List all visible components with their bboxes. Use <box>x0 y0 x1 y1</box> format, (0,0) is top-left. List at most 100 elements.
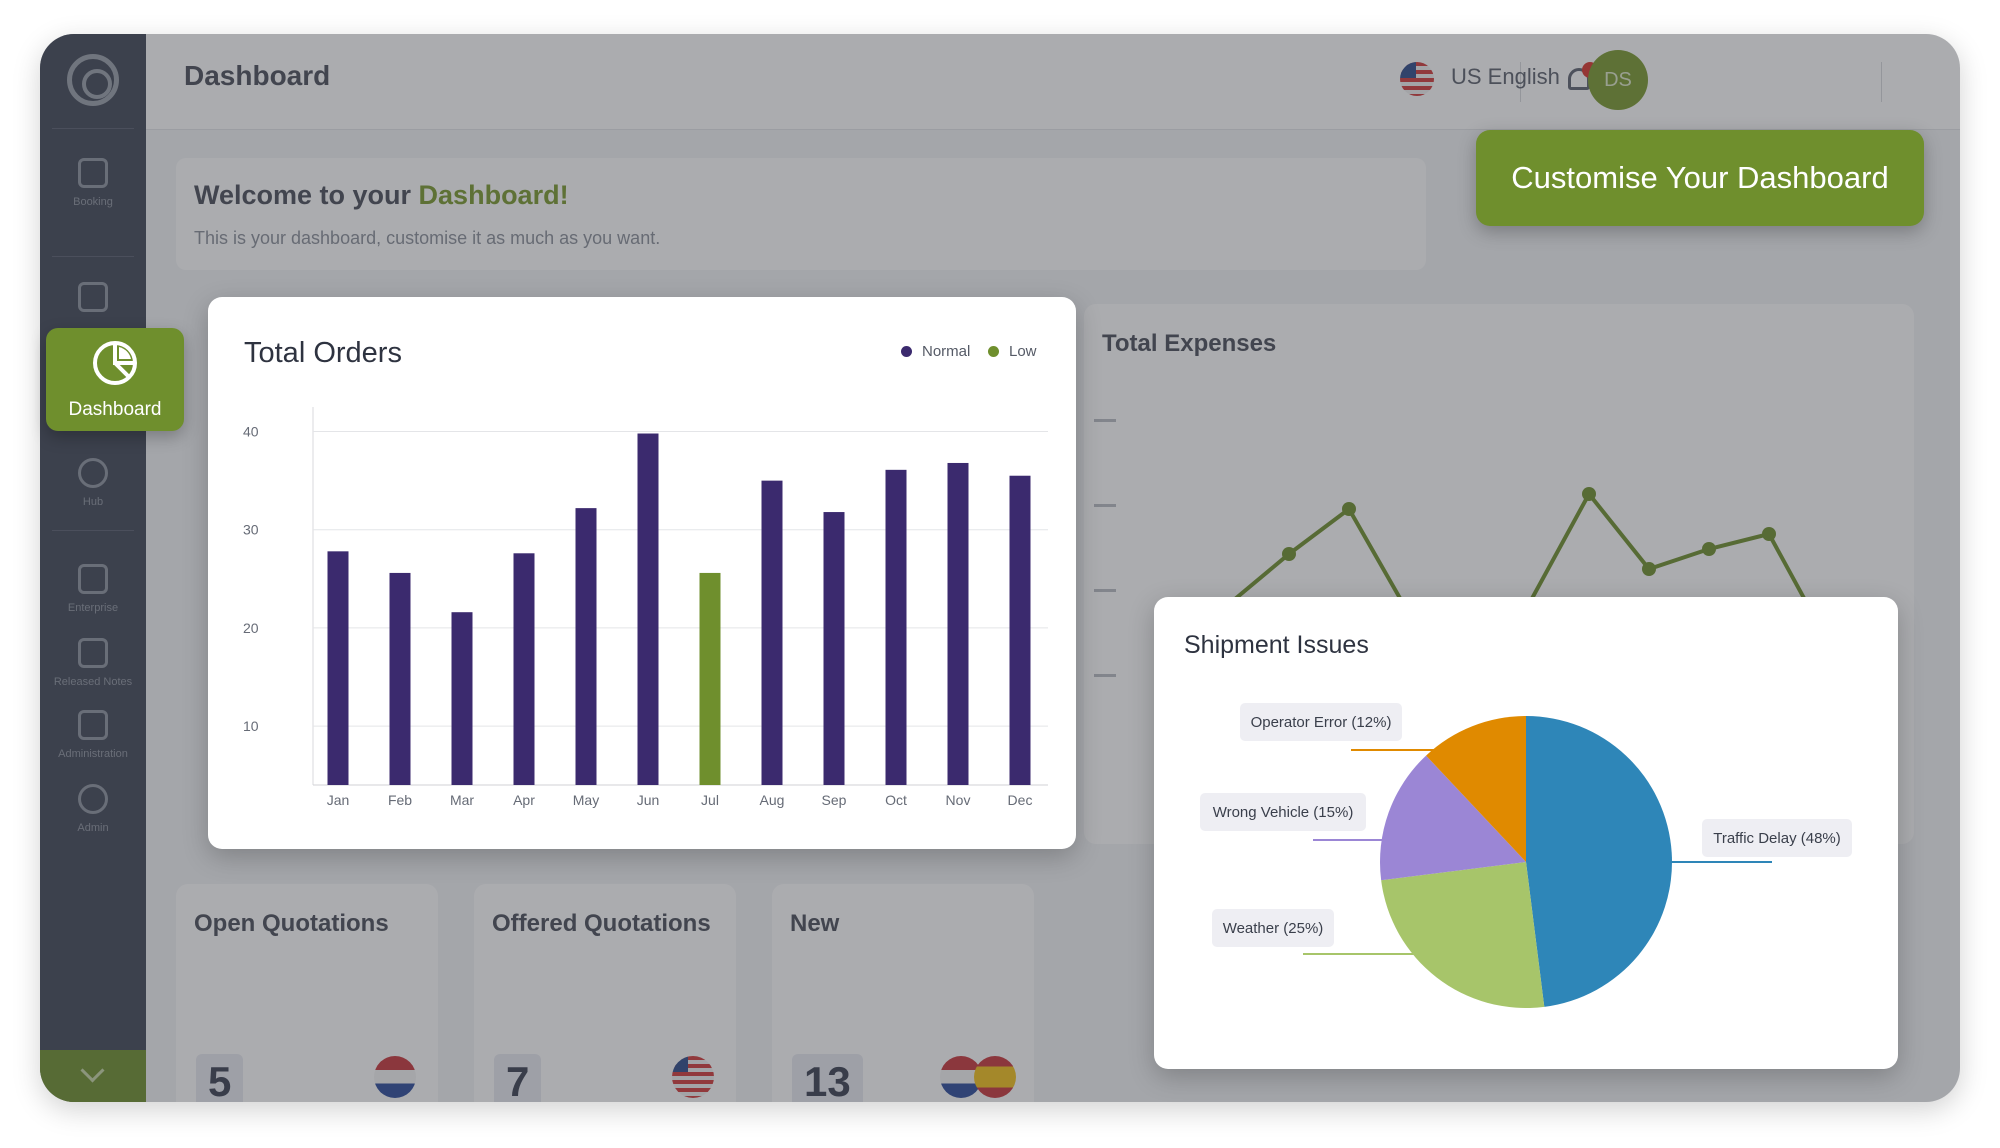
sidebar-item-dashboard[interactable]: Dashboard <box>46 328 184 431</box>
total-orders-card: Total Orders Normal Low 10 20 30 40 Jan Feb Ma… <box>208 297 1076 849</box>
app-logo[interactable] <box>67 54 119 106</box>
bar-nov <box>947 462 969 785</box>
new-card[interactable]: New 13 <box>772 884 1034 1102</box>
user-avatar[interactable]: DS <box>1588 50 1648 110</box>
pie-label-box <box>1240 703 1402 741</box>
bar-aug <box>761 480 783 785</box>
x-tick-label: May <box>573 792 599 808</box>
welcome-card: Welcome to your Dashboard! This is your … <box>176 158 1426 270</box>
y-tick-label: 40 <box>243 424 259 440</box>
bar-jan <box>327 551 349 785</box>
sidebar-item-administration[interactable]: Administration <box>40 710 146 760</box>
x-tick-label: Sep <box>822 792 847 808</box>
x-tick-label: Feb <box>388 792 412 808</box>
sidebar-item-enterprise[interactable]: Enterprise <box>40 564 146 614</box>
x-tick-label: Aug <box>760 792 785 808</box>
open-quotations-card[interactable]: Open Quotations 5 <box>176 884 438 1102</box>
sidebar-divider <box>52 256 134 257</box>
legend-swatch <box>988 346 999 357</box>
us-flag-icon <box>672 1056 714 1098</box>
admin-icon <box>78 710 108 740</box>
y-tick-label: 10 <box>243 718 259 734</box>
language-selector[interactable]: US English <box>1451 64 1560 89</box>
x-tick-label: Jun <box>637 792 660 808</box>
pie-label: Traffic Delay (48%) <box>1713 830 1841 847</box>
pie-label-box <box>1702 819 1852 857</box>
sidebar-item-booking[interactable]: Booking <box>40 158 146 208</box>
y-tick-label: 20 <box>243 620 259 636</box>
sidebar-item-label: Hub <box>82 496 104 508</box>
total-expenses-title: Total Expenses <box>1102 330 1277 357</box>
shipment-issues-title: Shipment Issues <box>1184 631 1369 659</box>
sidebar-item-hub[interactable]: Hub <box>40 458 146 508</box>
pie-label-box <box>1200 793 1366 831</box>
header-divider <box>1881 62 1882 102</box>
offered-quotations-card[interactable]: Offered Quotations 7 <box>474 884 736 1102</box>
sidebar-item-label: Administration <box>58 748 128 760</box>
open-quotations-title: Open Quotations <box>194 910 389 937</box>
total-orders-bar-chart: 10 20 30 40 Jan Feb Mar Apr May Jun Jul Aug Sep Oct No… <box>243 407 1048 808</box>
home-icon <box>78 282 108 312</box>
bar-apr <box>513 553 535 785</box>
total-orders-title: Total Orders <box>244 337 402 369</box>
y-tick-label: 30 <box>243 522 259 538</box>
pie-label: Wrong Vehicle (15%) <box>1213 804 1354 821</box>
sidebar-collapse-button[interactable] <box>40 1050 146 1102</box>
customise-dashboard-button[interactable]: Customise Your Dashboard <box>1476 130 1924 226</box>
sidebar-item-notes[interactable]: Released Notes <box>40 638 146 688</box>
us-flag-icon <box>1400 62 1434 96</box>
pie-slice-0 <box>1526 716 1673 1007</box>
sidebar-divider <box>52 530 134 531</box>
spain-flag-icon <box>974 1056 1016 1098</box>
bar-may <box>575 508 597 785</box>
hub-icon <box>78 458 108 488</box>
dashboard-pie-icon <box>93 341 137 385</box>
offered-quotations-title: Offered Quotations <box>492 910 711 937</box>
legend-item-normal[interactable]: Normal <box>901 343 970 360</box>
bar-mar <box>451 612 473 785</box>
enterprise-icon <box>78 564 108 594</box>
offered-quotations-count: 7 <box>494 1054 542 1102</box>
welcome-title: Welcome to your Dashboard! <box>194 180 569 210</box>
pie-slice-1 <box>1381 862 1545 1008</box>
x-tick-label: Apr <box>513 792 535 808</box>
pie-label-box <box>1212 909 1334 947</box>
legend-swatch <box>901 346 912 357</box>
booking-icon <box>78 158 108 188</box>
pie-slice-2 <box>1380 755 1526 881</box>
settings-icon <box>78 784 108 814</box>
bar-oct <box>885 469 907 785</box>
new-title: New <box>790 910 840 937</box>
sidebar-item-label: Booking <box>73 196 113 208</box>
top-header: Dashboard US English DS <box>146 34 1960 130</box>
x-tick-label: Oct <box>885 792 907 808</box>
shipment-issues-pie-chart: Traffic Delay (48%) Weather (25%) Wrong Ve… <box>1200 703 1852 1008</box>
x-tick-label: Jan <box>327 792 350 808</box>
page-title: Dashboard <box>184 60 331 91</box>
x-tick-label: Dec <box>1008 792 1033 808</box>
header-divider <box>1520 62 1521 102</box>
shipment-issues-card: Shipment Issues Traffic Delay (48%) Weath… <box>1154 597 1898 1069</box>
pie-label: Operator Error (12%) <box>1251 714 1392 731</box>
pie-slice-3 <box>1426 716 1526 862</box>
netherlands-flag-icon <box>374 1056 416 1098</box>
x-tick-label: Jul <box>701 792 719 808</box>
bar-dec <box>1009 475 1031 785</box>
sidebar-item-label: Admin <box>77 822 109 834</box>
sidebar-item-label: Enterprise <box>67 602 119 614</box>
sidebar-item-label: Dashboard <box>68 399 162 420</box>
x-tick-label: Mar <box>450 792 474 808</box>
sidebar-item-label: Released Notes <box>53 676 133 688</box>
bar-jun <box>637 433 659 785</box>
bar-jul <box>699 572 721 785</box>
welcome-subtitle: This is your dashboard, customise it as … <box>194 228 661 248</box>
notes-icon <box>78 638 108 668</box>
bar-feb <box>389 572 411 785</box>
sidebar: Booking Hub Enterprise Released Notes Ad… <box>40 34 146 1102</box>
sidebar-divider <box>52 128 134 129</box>
sidebar-item-admin[interactable]: Admin <box>40 784 146 834</box>
sidebar-item-home[interactable] <box>40 282 146 320</box>
legend-item-low[interactable]: Low <box>988 343 1037 360</box>
new-count: 13 <box>792 1054 863 1102</box>
bar-sep <box>823 512 845 785</box>
